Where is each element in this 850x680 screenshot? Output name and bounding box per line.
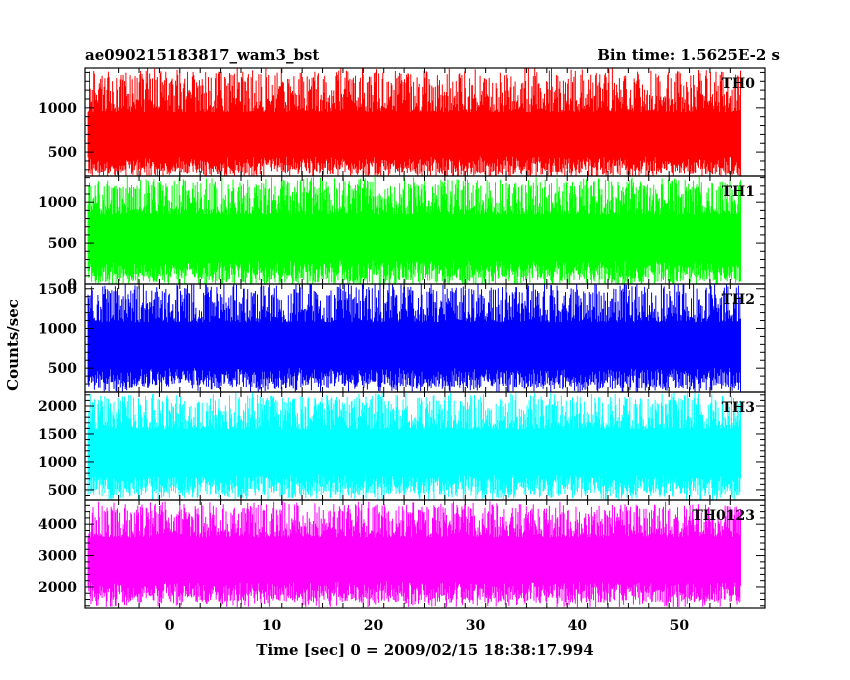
series-core-th0123 [88, 540, 741, 582]
x-axis: 0 10 20 30 40 50 [165, 618, 690, 634]
y-tick-label: 1500 [38, 282, 77, 298]
y-tick-label: 2000 [38, 399, 77, 415]
y-axis-title: Counts/sec [4, 299, 22, 391]
x-tick-label: 10 [262, 618, 282, 634]
panel-th3: 500 1000 1500 2000 TH3 [38, 391, 766, 501]
x-axis-title: Time [sec] 0 = 2009/02/15 18:38:17.994 [256, 641, 593, 659]
x-tick-label: 20 [364, 618, 384, 634]
panel-th0: 500 1000 TH0 [38, 67, 766, 177]
x-tick-label: 50 [670, 618, 690, 634]
series-core-th0 [88, 115, 741, 157]
panel-th0123: 2000 3000 4000 TH0123 [38, 499, 766, 609]
series-core-th2 [88, 325, 741, 368]
series-core-th1 [88, 217, 741, 261]
y-tick-label: 1000 [38, 195, 77, 211]
x-tick-label: 0 [165, 618, 175, 634]
y-tick-label: 1000 [38, 455, 77, 471]
series-core-th3 [88, 432, 741, 475]
y-tick-label: 500 [48, 361, 77, 377]
panel-label: TH1 [722, 184, 755, 200]
panel-label: TH3 [722, 400, 755, 416]
y-tick-label: 500 [48, 236, 77, 252]
chart-title-left: ae090215183817_wam3_bst [85, 46, 319, 64]
y-tick-label: 4000 [38, 517, 77, 533]
panel-frame [84, 499, 766, 609]
x-tick-label: 40 [568, 618, 588, 634]
panel-label: TH2 [722, 292, 755, 308]
panel-label: TH0123 [692, 508, 755, 524]
y-tick-label: 0 [67, 277, 77, 293]
panel-th2: 500 1000 1500 TH2 [38, 282, 766, 393]
y-tick-label: 1000 [38, 101, 77, 117]
y-tick-label: 2000 [38, 580, 77, 596]
x-tick-label: 30 [466, 618, 486, 634]
panels: 500 1000 TH0 0 500 1000 TH1 500 1000 1500 TH2 500 10… [38, 67, 766, 609]
panel-th1: 0 500 1000 TH1 [38, 175, 766, 293]
y-tick-label: 3000 [38, 549, 77, 565]
y-tick-label: 1000 [38, 321, 77, 337]
y-tick-label: 500 [48, 145, 77, 161]
y-tick-label: 1500 [38, 427, 77, 443]
chart-title-right: Bin time: 1.5625E-2 s [597, 46, 780, 64]
y-tick-label: 500 [48, 483, 77, 499]
panel-label: TH0 [722, 76, 756, 92]
